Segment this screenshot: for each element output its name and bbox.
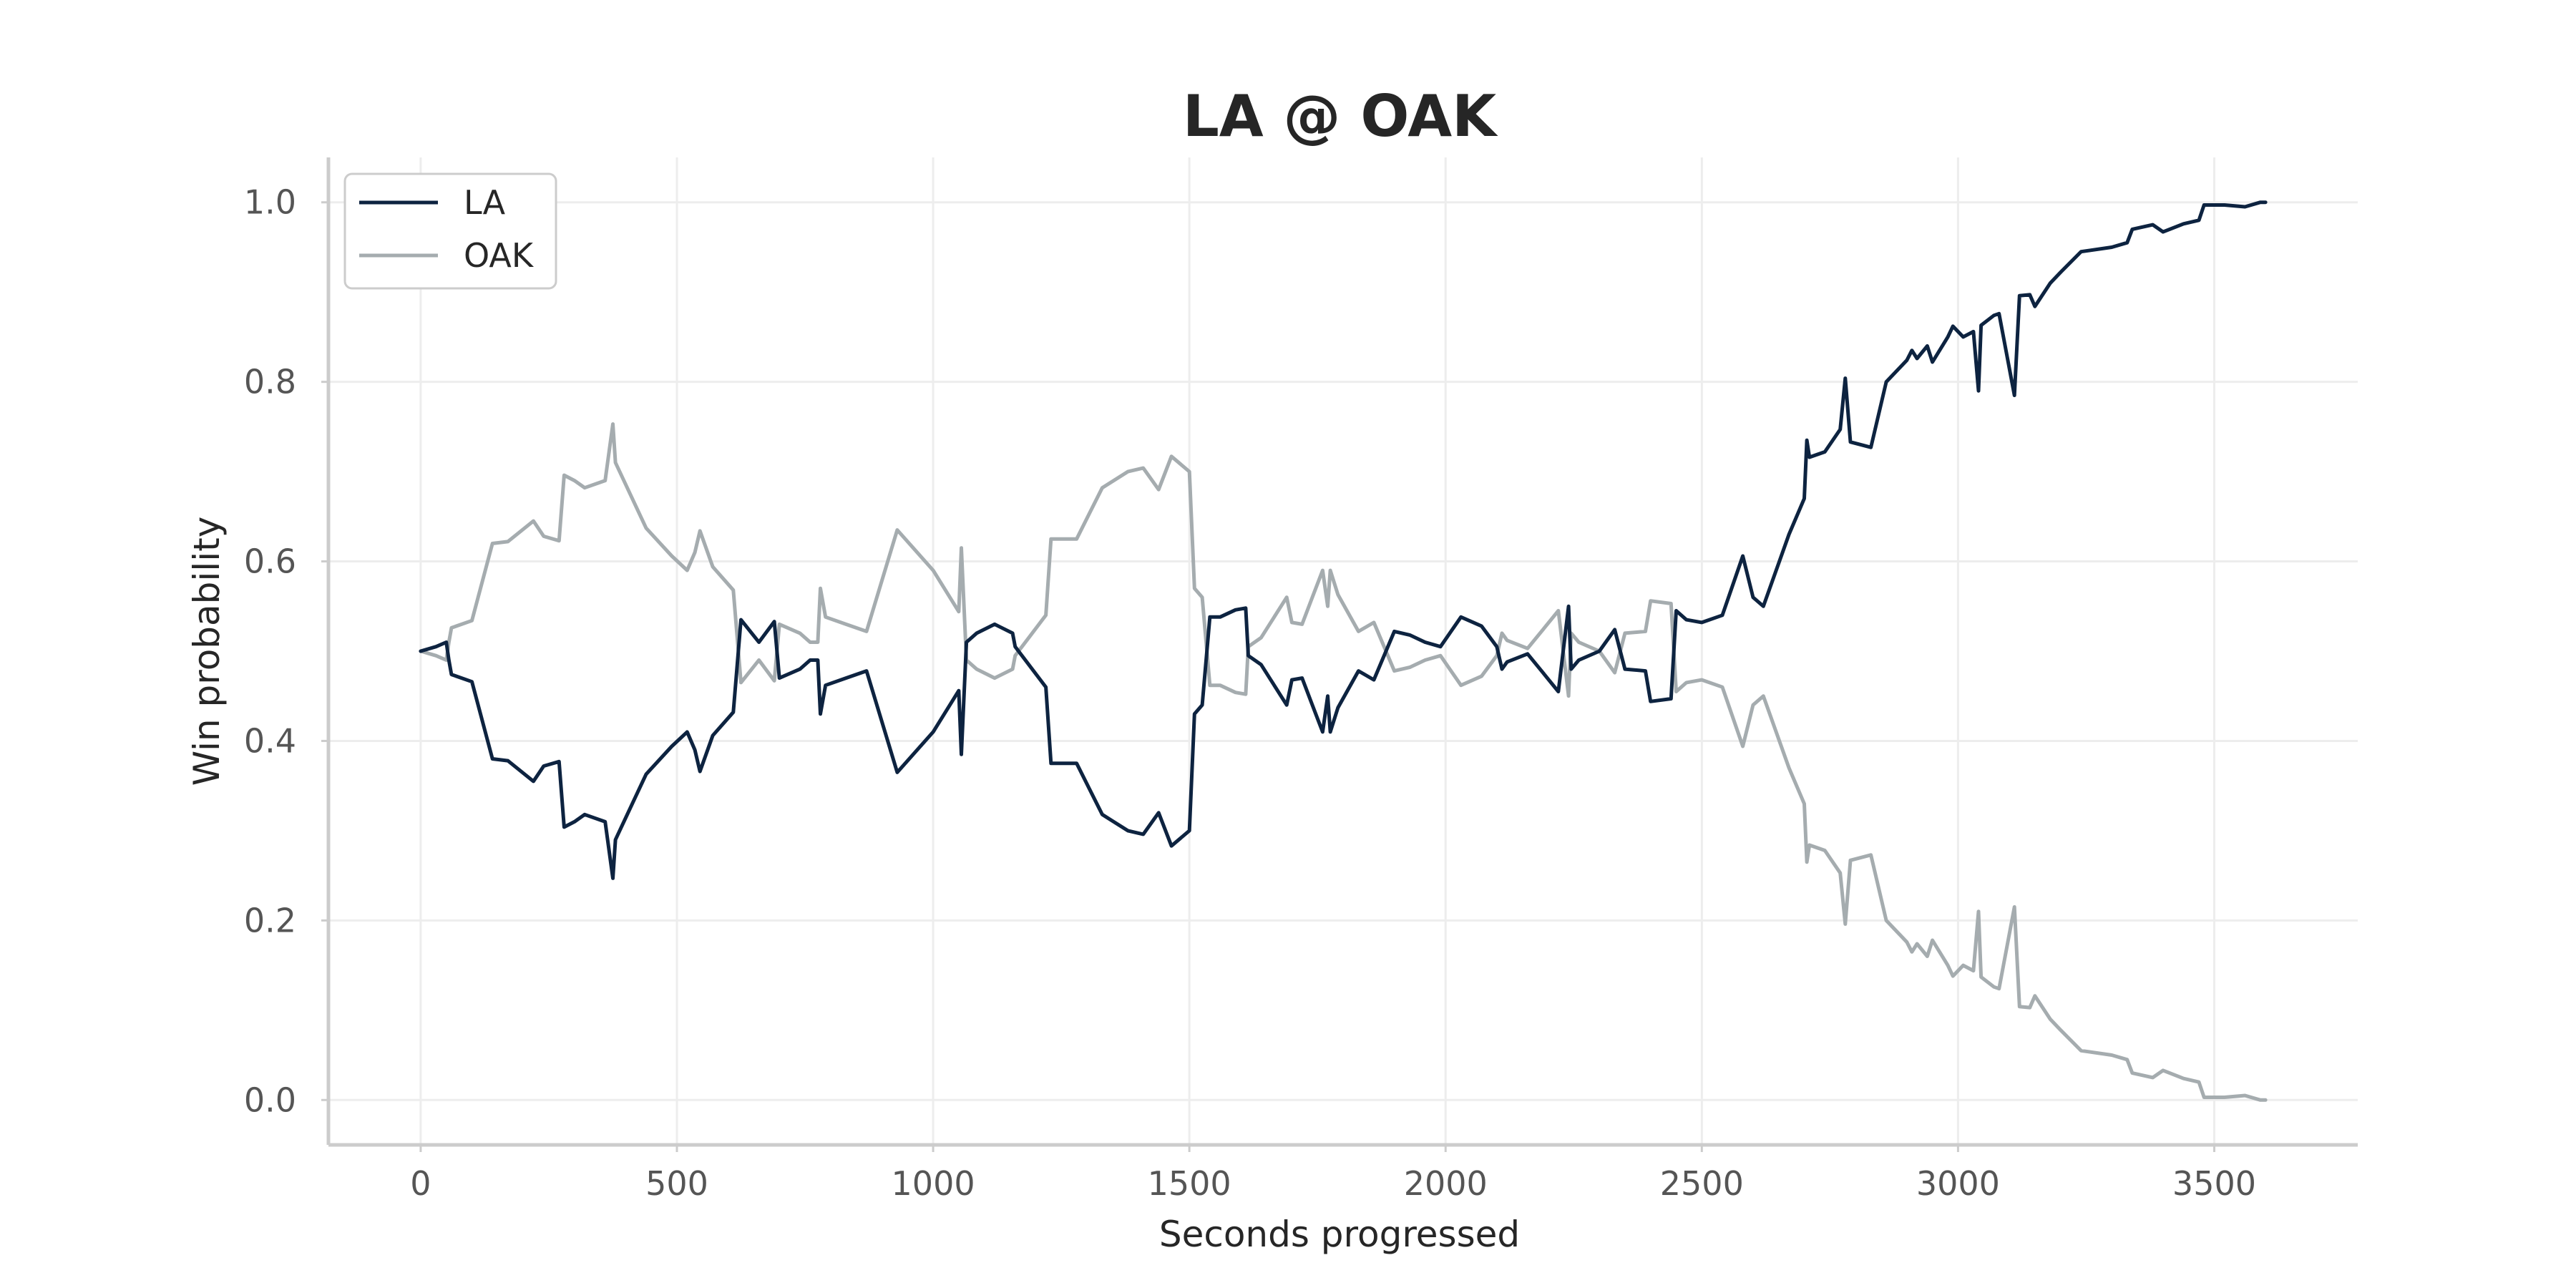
x-tick-label: 0 (410, 1164, 431, 1203)
series-lines (419, 200, 2268, 1102)
legend-label-la: LA (464, 183, 506, 222)
grid (328, 157, 2358, 1145)
y-tick-label: 1.0 (244, 183, 296, 222)
x-axis-label: Seconds progressed (1159, 1214, 1520, 1255)
x-tick-label: 1500 (1148, 1164, 1231, 1203)
x-tick-label: 3000 (1916, 1164, 2000, 1203)
x-tick-label: 2000 (1404, 1164, 1488, 1203)
x-tick-label: 500 (645, 1164, 708, 1203)
y-tick-label: 0.6 (244, 542, 296, 581)
legend-label-oak: OAK (464, 236, 535, 275)
chart-title: LA @ OAK (1183, 83, 1498, 150)
x-tick-label: 2500 (1660, 1164, 1744, 1203)
y-tick-label: 0.0 (244, 1080, 296, 1119)
series-line-la (419, 200, 2268, 880)
series-line-oak (419, 422, 2268, 1102)
x-tick-label: 3500 (2172, 1164, 2256, 1203)
x-tick-label: 1000 (892, 1164, 975, 1203)
legend: LA OAK (343, 172, 557, 290)
y-tick-label: 0.8 (244, 363, 296, 401)
y-tick-label: 0.4 (244, 721, 296, 760)
y-tick-label: 0.2 (244, 901, 296, 940)
y-axis-label: Win probability (186, 517, 228, 786)
tick-labels: 0 500 1000 1500 2000 2500 3000 3500 0.0 0.2 0.4 0.6… (244, 183, 2256, 1203)
axes (326, 157, 2358, 1147)
